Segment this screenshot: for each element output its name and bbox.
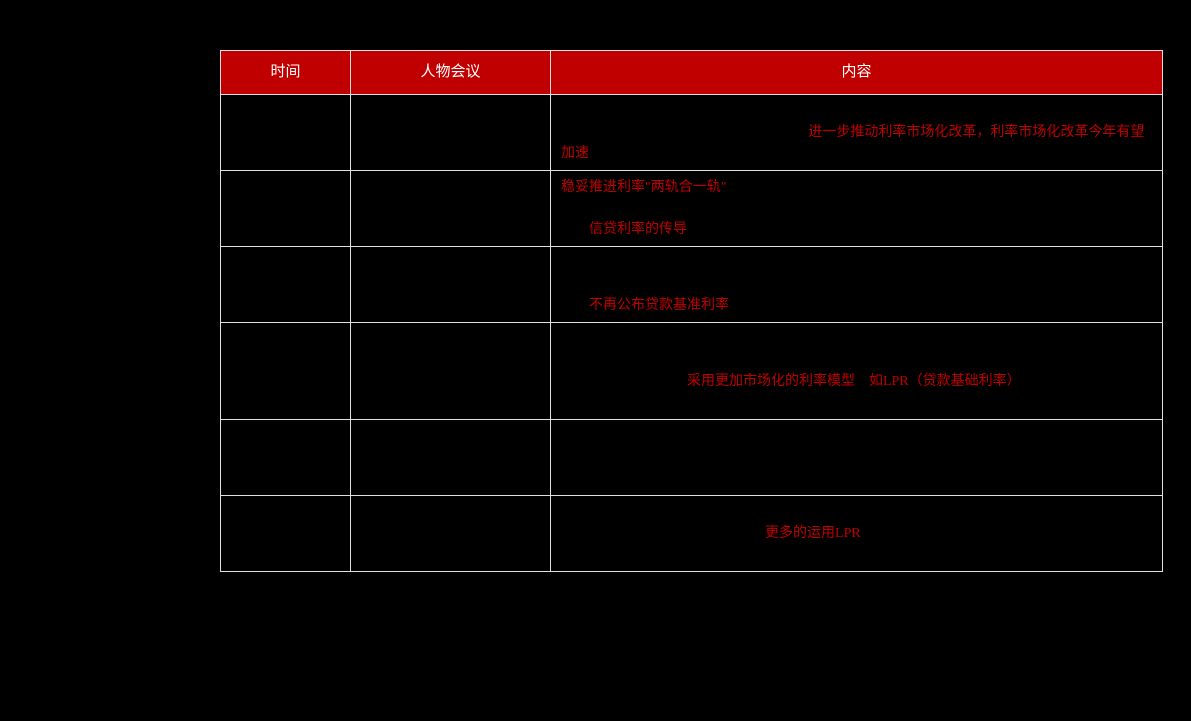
body-text: ， (855, 374, 869, 389)
cell-content: 从人民银行的角度来说，更倾向于进行价格调控，让价格机制在金融资源配置中发挥重要作… (551, 322, 1163, 419)
table-row: 2019/7/12央行货币政策司司长孙国峰在上半年金融统计数据新闻发布会讲话下一… (221, 495, 1163, 571)
highlight-text: 稳妥推进利率"两轨合一轨" (561, 180, 726, 195)
highlight-text: 采用更加市场化的利率模型 (687, 374, 855, 389)
cell-content: 稳妥推进利率"两轨合一轨"，强化央行政策利率体系的引导功能，完善利率走廊机制，增… (551, 419, 1163, 495)
cell-source: 央行前行长周小川在中国金融学会演讲 (351, 322, 551, 419)
cell-date: 2019/5/7 (221, 322, 351, 419)
body-text: 。 (729, 298, 743, 313)
cell-content: 稳妥推进利率"两轨合一轨"，完善市场化的利率形成、调控和传导机制，强化央行政策利… (551, 170, 1163, 246)
col-header-content: 内容 (551, 51, 1163, 95)
highlight-text: 不再公布贷款基准利率 (589, 298, 729, 313)
body-text: 稳妥推进利率"两轨合一轨"，强化央行政策利率体系的引导功能，完善利率走廊机制，增… (561, 429, 1149, 486)
cell-date: 2019/5/17 (221, 419, 351, 495)
highlight-text: 如LPR（贷款基础利率） (869, 374, 1014, 389)
cell-content: 下一步人民银行将继续推进利率市场化改革：1）推动金融机构优化信贷机制；2）完善银… (551, 495, 1163, 571)
cell-source: 央行货币政策司司长孙国峰在上半年金融统计数据新闻发布会讲话 (351, 495, 551, 571)
table-row: 2019/1/26央行行长易纲在达沃斯论坛演讲关于货币政策，央行将通过四方面进一… (221, 94, 1163, 170)
body-text: ，提升金融机构贷款定价能力。 (687, 222, 883, 237)
cell-date: 2019/7/12 (221, 495, 351, 571)
policy-table: 时间 人物会议 内容 2019/1/26央行行长易纲在达沃斯论坛演讲关于货币政策… (220, 50, 1163, 572)
cell-source: 央行发布2019Q1货币政策执行报告 (351, 419, 551, 495)
table-header-row: 时间 人物会议 内容 (221, 51, 1163, 95)
table-row: 2019/5/7央行前行长周小川在中国金融学会演讲从人民银行的角度来说，更倾向于… (221, 322, 1163, 419)
cell-source: 央行行长易纲两会记者会 (351, 246, 551, 322)
highlight-text: 更多的运用LPR (765, 526, 861, 541)
table-row: 2019/2/21央行发布2018Q4货币政策执行报告稳妥推进利率"两轨合一轨"… (221, 170, 1163, 246)
cell-source: 央行行长易纲在达沃斯论坛演讲 (351, 94, 551, 170)
cell-date: 2019/1/26 (221, 94, 351, 170)
cell-date: 2019/2/21 (221, 170, 351, 246)
cell-content: 关于货币政策，央行将通过四方面进一步扩大对小微企业和民营企业的支持，包括：通过降… (551, 94, 1163, 170)
page-root: 时间 人物会议 内容 2019/1/26央行行长易纲在达沃斯论坛演讲关于货币政策… (0, 0, 1191, 721)
cell-source: 央行发布2018Q4货币政策执行报告 (351, 170, 551, 246)
table-row: 2019/5/17央行发布2019Q1货币政策执行报告稳妥推进利率"两轨合一轨"… (221, 419, 1163, 495)
highlight-text: 信贷利率的传导 (589, 222, 687, 237)
table-row: 2019/3/10央行行长易纲两会记者会我们在考虑存贷款基准利率与市场利率并存问… (221, 246, 1163, 322)
col-header-date: 时间 (221, 51, 351, 95)
col-header-source: 人物会议 (351, 51, 551, 95)
cell-content: 我们在考虑存贷款基准利率与市场利率并存问题时，要考虑将两类利率逐渐统一起来，这就… (551, 246, 1163, 322)
table-body: 2019/1/26央行行长易纲在达沃斯论坛演讲关于货币政策，央行将通过四方面进一… (221, 94, 1163, 571)
body-text: 。 (861, 526, 875, 541)
cell-date: 2019/3/10 (221, 246, 351, 322)
